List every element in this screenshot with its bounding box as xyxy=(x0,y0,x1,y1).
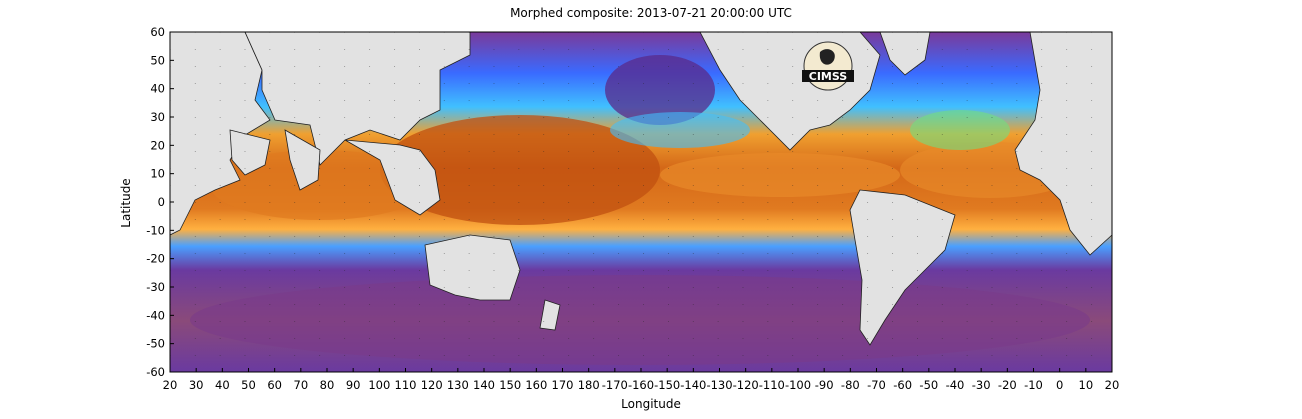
x-tick-label: -60 xyxy=(893,378,912,392)
x-tick-label: -40 xyxy=(946,378,965,392)
y-tick-label: 10 xyxy=(150,167,165,181)
figure-title: Morphed composite: 2013-07-21 20:00:00 U… xyxy=(510,6,792,20)
x-tick-label: 140 xyxy=(473,378,495,392)
cimss-logo: CIMSS xyxy=(802,41,854,91)
x-tick-label: 60 xyxy=(267,378,282,392)
x-tick-label: -160 xyxy=(628,378,654,392)
x-tick-label: -20 xyxy=(998,378,1017,392)
x-tick-label: -100 xyxy=(785,378,811,392)
x-tick-label: 80 xyxy=(320,378,335,392)
x-tick-label: 90 xyxy=(346,378,361,392)
x-tick-label: -90 xyxy=(815,378,834,392)
x-tick-label: -150 xyxy=(654,378,680,392)
x-tick-label: 40 xyxy=(215,378,230,392)
y-tick-label: -40 xyxy=(146,308,165,322)
x-tick-label: 160 xyxy=(525,378,547,392)
y-tick-label: -60 xyxy=(146,365,165,379)
x-tick-label: 150 xyxy=(499,378,521,392)
y-tick-label: -20 xyxy=(146,252,165,266)
x-tick-label: -110 xyxy=(759,378,785,392)
x-tick-label: 120 xyxy=(421,378,443,392)
x-tick-label: 70 xyxy=(294,378,309,392)
y-tick-label: 30 xyxy=(150,110,165,124)
x-tick-label: -80 xyxy=(841,378,860,392)
y-tick-label: 0 xyxy=(158,195,165,209)
x-tick-label: 0 xyxy=(1056,378,1063,392)
x-tick-label: -50 xyxy=(919,378,938,392)
y-tick-label: -30 xyxy=(146,280,165,294)
x-tick-label: -10 xyxy=(1024,378,1043,392)
y-tick-label: 50 xyxy=(150,53,165,67)
y-tick-label: -10 xyxy=(146,223,165,237)
y-tick-label: 40 xyxy=(150,82,165,96)
logo-text: CIMSS xyxy=(809,70,848,83)
x-tick-label: 20 xyxy=(1105,378,1120,392)
grid-dots xyxy=(170,32,1112,372)
x-tick-label: 130 xyxy=(447,378,469,392)
y-axis-ticks: 60 50 40 30 20 10 0 -10 -20 -30 -40 -50 -60 xyxy=(146,25,174,379)
x-axis-ticks: 20 30 40 50 60 70 80 90 100 110 120 130 140 150 160 170… xyxy=(163,368,1120,392)
x-tick-label: -170 xyxy=(602,378,628,392)
y-tick-label: 60 xyxy=(150,25,165,39)
x-axis-label: Longitude xyxy=(621,397,681,411)
x-tick-label: 50 xyxy=(241,378,256,392)
y-tick-label: -50 xyxy=(146,337,165,351)
x-tick-label: -140 xyxy=(680,378,706,392)
x-tick-label: 100 xyxy=(368,378,390,392)
y-tick-label: 20 xyxy=(150,138,165,152)
x-tick-label: -30 xyxy=(972,378,991,392)
y-axis-label: Latitude xyxy=(119,178,133,228)
x-tick-label: -130 xyxy=(706,378,732,392)
x-tick-label: 180 xyxy=(578,378,600,392)
x-tick-label: 170 xyxy=(552,378,574,392)
x-tick-label: -70 xyxy=(867,378,886,392)
field-layer xyxy=(170,32,1112,372)
x-tick-label: 30 xyxy=(189,378,204,392)
x-tick-label: 10 xyxy=(1079,378,1094,392)
x-tick-label: 20 xyxy=(163,378,178,392)
x-tick-label: 110 xyxy=(395,378,417,392)
x-tick-label: -120 xyxy=(733,378,759,392)
